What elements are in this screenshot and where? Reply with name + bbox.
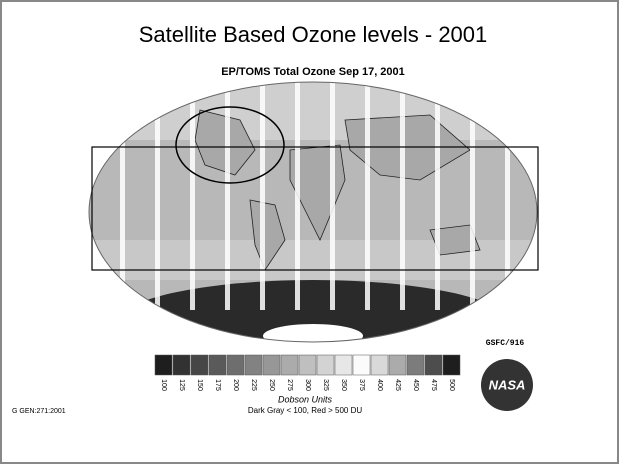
colorbar-swatch	[352, 354, 371, 376]
orbit-gap	[120, 82, 125, 310]
colorbar-tick-label: 300	[304, 379, 311, 391]
colorbar-swatch	[388, 354, 407, 376]
colorbar-label: Dobson Units	[278, 394, 333, 404]
credit: GSFC/916	[486, 339, 525, 348]
colorbar-swatch	[244, 354, 263, 376]
colorbar-swatch	[298, 354, 317, 376]
orbit-gap	[295, 82, 300, 310]
colorbar-swatch	[406, 354, 425, 376]
orbit-gap	[190, 82, 195, 310]
colorbar-swatch	[370, 354, 389, 376]
orbit-gap	[155, 82, 160, 310]
colorbar-swatch	[442, 354, 461, 376]
logo-circle	[481, 359, 533, 411]
orbit-gap	[225, 82, 230, 310]
colorbar-swatch	[172, 354, 191, 376]
orbit-gap	[260, 82, 265, 310]
colorbar-tick-label: 350	[340, 379, 347, 391]
colorbar-tick-label: 400	[376, 379, 383, 391]
colorbar-swatch	[226, 354, 245, 376]
colorbar-tick-label: 250	[268, 379, 275, 391]
logo: NASA	[489, 377, 526, 392]
colorbar-swatch	[208, 354, 227, 376]
colorbar-tick-label: 475	[430, 379, 437, 391]
colorbar-note: Dark Gray < 100, Red > 500 DU	[248, 406, 363, 415]
colorbar-swatch	[262, 354, 281, 376]
colorbar-tick-label: 175	[214, 379, 221, 391]
colorbar: 100 125 150 175 200 225 250 275 300 325 350 375 400 4…	[154, 354, 461, 391]
footer-left: G GEN:271:2001	[12, 408, 66, 415]
orbit-gap	[505, 82, 510, 310]
colorbar-tick-label: 125	[178, 379, 185, 391]
ozone-map	[89, 82, 537, 342]
colorbar-tick-label: 100	[160, 379, 167, 391]
colorbar-swatch	[280, 354, 299, 376]
highlight-circle	[175, 106, 285, 184]
colorbar-tick-label: 150	[196, 379, 203, 391]
orbit-gap	[330, 82, 335, 310]
orbit-gap	[435, 82, 440, 310]
colorbar-tick-label: 325	[322, 379, 329, 391]
colorbar-tick-label: 450	[412, 379, 419, 391]
colorbar-swatch	[424, 354, 443, 376]
colorbar-tick-label: 425	[394, 379, 401, 391]
orbit-gap	[470, 82, 475, 310]
globe-outline	[88, 81, 538, 343]
colorbar-swatch	[190, 354, 209, 376]
colorbar-swatch	[334, 354, 353, 376]
orbit-gap	[365, 82, 370, 310]
colorbar-tick-label: 275	[286, 379, 293, 391]
colorbar-swatch	[154, 354, 173, 376]
colorbar-tick-label: 200	[232, 379, 239, 391]
colorbar-tick-label: 500	[448, 379, 455, 391]
slide-title: Satellite Based Ozone levels - 2001	[139, 22, 488, 47]
map-subtitle: EP/TOMS Total Ozone Sep 17, 2001	[221, 66, 405, 78]
orbit-gap	[400, 82, 405, 310]
highlight-rectangle	[91, 146, 539, 271]
colorbar-tick-label: 225	[250, 379, 257, 391]
colorbar-swatch	[316, 354, 335, 376]
colorbar-tick-label: 375	[358, 379, 365, 391]
